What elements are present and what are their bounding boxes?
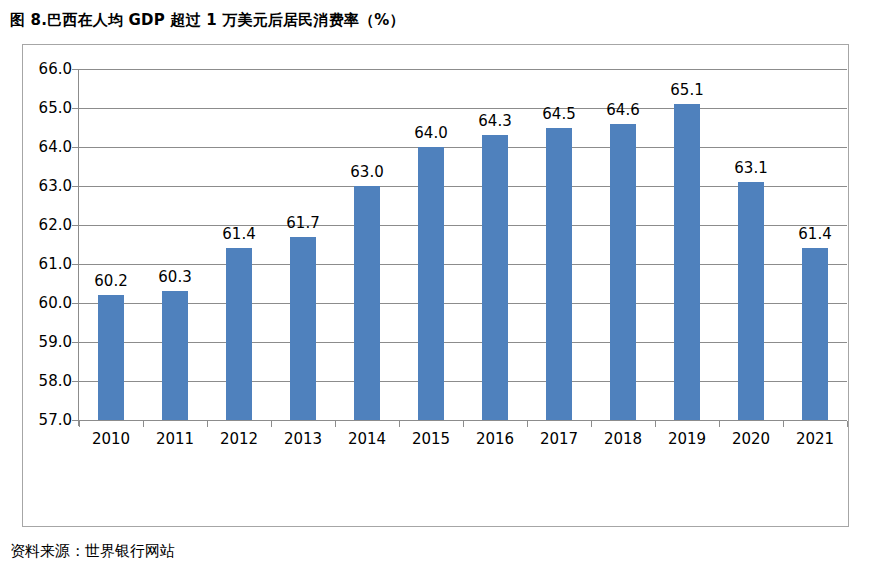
x-tick xyxy=(527,421,528,427)
bar-value-label: 61.4 xyxy=(222,227,255,242)
y-gridline xyxy=(79,108,847,109)
x-axis-label: 2018 xyxy=(604,432,642,447)
y-axis-label: 60.0 xyxy=(39,296,72,311)
x-tick xyxy=(847,421,848,427)
bar-2018 xyxy=(610,124,636,420)
y-axis-label: 62.0 xyxy=(39,218,72,233)
x-tick xyxy=(335,421,336,427)
x-tick xyxy=(591,421,592,427)
bar-value-label: 60.2 xyxy=(94,274,127,289)
bar-value-label: 61.4 xyxy=(798,227,831,242)
y-gridline xyxy=(79,186,847,187)
bar-2019 xyxy=(674,104,700,420)
x-axis-label: 2011 xyxy=(156,432,194,447)
bar-value-label: 63.0 xyxy=(350,165,383,180)
x-tick xyxy=(783,421,784,427)
chart-box: 57.0 58.0 59.0 60.0 61.0 62.0 63.0 64.0 65.0 66.0… xyxy=(22,44,849,527)
x-axis-label: 2010 xyxy=(92,432,130,447)
y-axis-label: 64.0 xyxy=(39,140,72,155)
bar-value-label: 64.0 xyxy=(414,126,447,141)
bar-value-label: 60.3 xyxy=(158,270,191,285)
x-tick xyxy=(719,421,720,427)
x-tick xyxy=(399,421,400,427)
bar-2020 xyxy=(738,182,764,420)
y-axis-label: 63.0 xyxy=(39,179,72,194)
x-tick xyxy=(655,421,656,427)
y-gridline xyxy=(79,342,847,343)
bar-value-label: 64.3 xyxy=(478,114,511,129)
y-axis-line xyxy=(78,69,79,426)
x-axis-label: 2019 xyxy=(668,432,706,447)
chart-title: 图 8.巴西在人均 GDP 超过 1 万美元后居民消费率（%） xyxy=(10,11,405,30)
x-tick xyxy=(79,421,80,427)
x-axis-label: 2021 xyxy=(796,432,834,447)
x-axis-label: 2017 xyxy=(540,432,578,447)
x-axis-label: 2014 xyxy=(348,432,386,447)
bar-2012 xyxy=(226,248,252,420)
y-axis-label: 58.0 xyxy=(39,374,72,389)
y-axis-label: 66.0 xyxy=(39,62,72,77)
x-tick xyxy=(207,421,208,427)
y-gridline xyxy=(79,225,847,226)
x-axis-line xyxy=(72,420,847,421)
figure-container: 图 8.巴西在人均 GDP 超过 1 万美元后居民消费率（%） 57.0 58.0… xyxy=(0,0,870,576)
bar-2014 xyxy=(354,186,380,420)
source-note: 资料来源：世界银行网站 xyxy=(10,542,175,561)
y-gridline xyxy=(79,264,847,265)
bar-2016 xyxy=(482,135,508,420)
y-gridline xyxy=(79,303,847,304)
bar-2011 xyxy=(162,291,188,420)
bar-value-label: 61.7 xyxy=(286,216,319,231)
bar-2013 xyxy=(290,237,316,420)
x-axis-label: 2016 xyxy=(476,432,514,447)
y-gridline xyxy=(79,381,847,382)
x-axis-label: 2013 xyxy=(284,432,322,447)
x-axis-label: 2012 xyxy=(220,432,258,447)
x-axis-label: 2015 xyxy=(412,432,450,447)
x-axis-label: 2020 xyxy=(732,432,770,447)
bar-2017 xyxy=(546,128,572,421)
y-axis-label: 57.0 xyxy=(39,413,72,428)
bar-2010 xyxy=(98,295,124,420)
bar-value-label: 64.5 xyxy=(542,107,575,122)
y-axis-label: 65.0 xyxy=(39,101,72,116)
y-axis-label: 59.0 xyxy=(39,335,72,350)
bar-value-label: 65.1 xyxy=(670,83,703,98)
bar-2021 xyxy=(802,248,828,420)
plot-area: 57.058.059.060.061.062.063.064.065.066.0… xyxy=(79,69,847,420)
y-gridline xyxy=(79,69,847,70)
x-tick xyxy=(463,421,464,427)
bar-value-label: 63.1 xyxy=(734,161,767,176)
y-gridline xyxy=(79,147,847,148)
y-axis-label: 61.0 xyxy=(39,257,72,272)
x-tick xyxy=(143,421,144,427)
bar-value-label: 64.6 xyxy=(606,103,639,118)
bar-2015 xyxy=(418,147,444,420)
x-tick xyxy=(271,421,272,427)
